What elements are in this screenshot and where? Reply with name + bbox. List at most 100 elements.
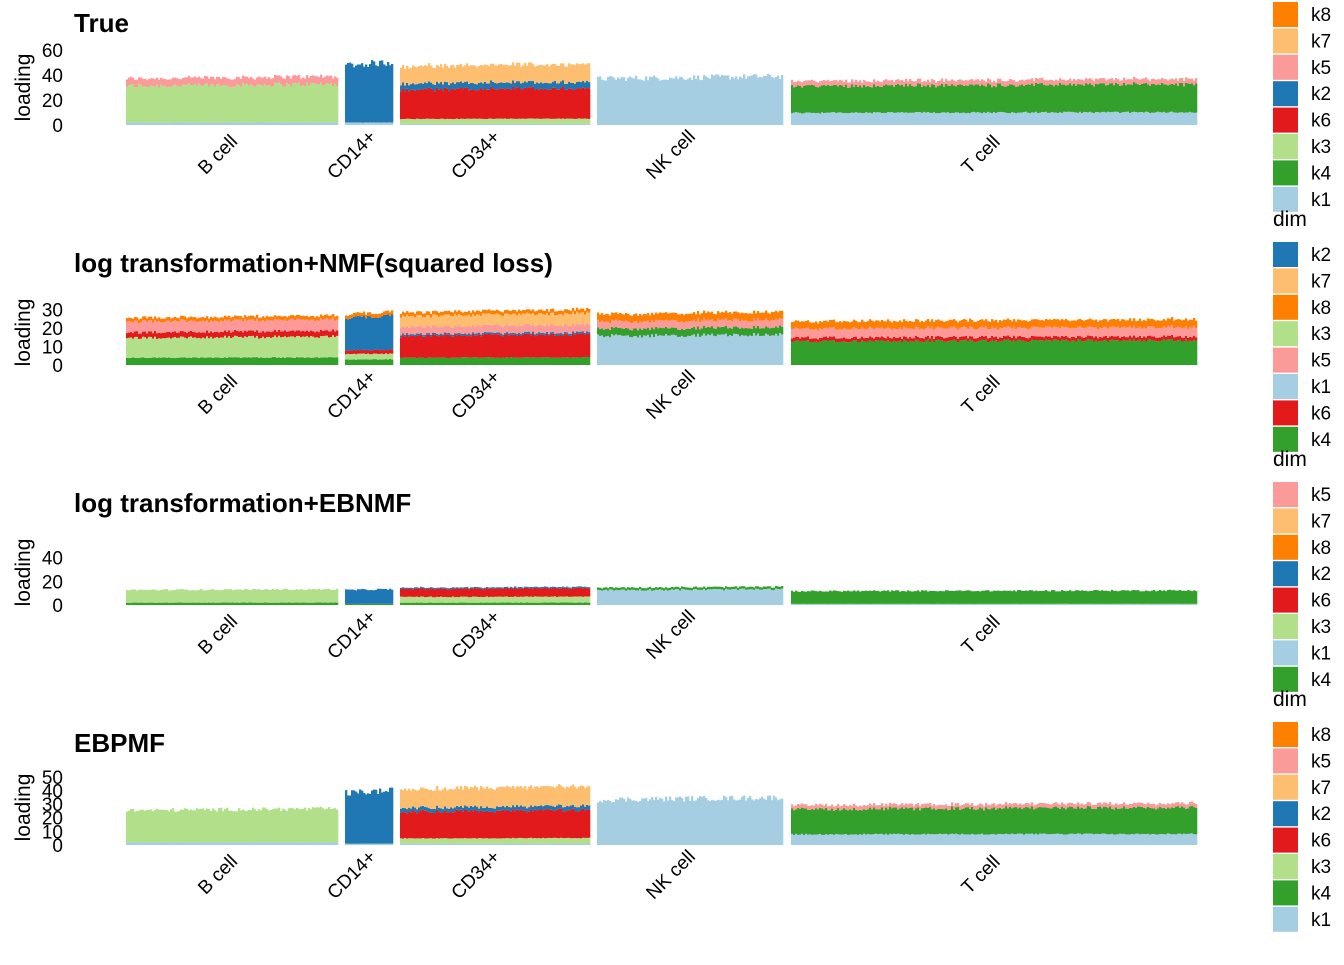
bar-segment-k5 — [248, 319, 251, 331]
bar-segment-k1 — [941, 603, 944, 605]
bar-segment-k1 — [508, 123, 511, 125]
bar-segment-k1 — [432, 123, 435, 125]
bar-segment-k5 — [799, 81, 802, 87]
bar-segment-k2 — [474, 333, 477, 336]
bar-segment-k5 — [1001, 328, 1004, 338]
bar-segment-k3 — [588, 118, 591, 124]
bar-segment-k2 — [452, 82, 455, 89]
bar-segment-k5 — [292, 75, 295, 83]
bar-segment-k3 — [302, 85, 305, 123]
bar-segment-k3 — [182, 589, 185, 603]
bar-segment-k3 — [148, 86, 151, 123]
bar-segment-k5 — [256, 318, 259, 331]
bar-segment-k5 — [502, 326, 505, 335]
bar-segment-k4 — [645, 588, 648, 591]
bar-segment-k3 — [192, 84, 195, 123]
bar-segment-k8 — [1167, 318, 1170, 326]
bar-segment-k1 — [647, 80, 650, 125]
bar-segment-k4 — [490, 357, 493, 365]
bar-segment-k5 — [877, 80, 880, 86]
bar-segment-k6 — [556, 588, 559, 597]
bar-segment-k4 — [947, 85, 950, 113]
bar-segment-k4 — [365, 603, 368, 605]
bar-segment-k2 — [578, 81, 581, 89]
bar-segment-k5 — [578, 324, 581, 332]
bar-segment-k4 — [799, 86, 802, 113]
bar-segment-k6 — [450, 336, 453, 358]
bar-segment-k8 — [502, 312, 505, 317]
bar-segment-k2 — [357, 64, 360, 123]
bar-segment-k4 — [977, 84, 980, 113]
bar-segment-k8 — [510, 310, 513, 315]
bar-segment-k8 — [739, 313, 742, 322]
bar-segment-k1 — [1103, 111, 1106, 125]
bar-segment-k1 — [613, 77, 616, 125]
bar-segment-k5 — [1077, 78, 1080, 85]
bar-segment-k1 — [739, 588, 742, 605]
bar-segment-k2 — [532, 587, 535, 589]
bar-segment-k6 — [993, 337, 996, 342]
bar-segment-k1 — [1021, 112, 1024, 125]
bar-segment-k4 — [809, 342, 812, 365]
bar-segment-k5 — [166, 320, 169, 333]
bar-segment-k5 — [464, 326, 467, 334]
bar-segment-k4 — [1135, 83, 1138, 112]
bar-segment-k7 — [408, 316, 411, 328]
bar-segment-k6 — [582, 588, 585, 597]
bar-segment-k2 — [572, 82, 575, 90]
bar-segment-k6 — [434, 589, 437, 598]
bar-segment-k5 — [951, 79, 954, 85]
bar-segment-k1 — [492, 123, 495, 125]
bar-segment-k6 — [835, 338, 838, 343]
bar-segment-k5 — [715, 321, 718, 329]
bar-segment-k7 — [486, 313, 489, 325]
bar-segment-k5 — [779, 318, 782, 326]
bar-segment-k1 — [695, 336, 698, 365]
bar-segment-k1 — [170, 122, 173, 125]
bar-segment-k6 — [196, 332, 199, 339]
bar-segment-k2 — [556, 83, 559, 90]
bar-segment-k7 — [538, 313, 541, 325]
bar-segment-k4 — [709, 327, 712, 336]
bar-segment-k8 — [873, 321, 876, 330]
bar-segment-k8 — [1159, 320, 1162, 329]
bar-segment-k4 — [204, 602, 207, 605]
bar-segment-k1 — [468, 123, 471, 125]
bar-segment-k6 — [524, 333, 527, 358]
legend-title: dim — [1273, 208, 1307, 231]
bar-segment-k1 — [546, 123, 549, 125]
bar-segment-k2 — [584, 82, 587, 89]
bar-segment-k6 — [456, 335, 459, 358]
bar-segment-k5 — [989, 329, 992, 338]
bar-segment-k3 — [172, 337, 175, 359]
bar-segment-k5 — [801, 328, 804, 338]
bar-segment-k4 — [478, 357, 481, 365]
bar-segment-k4 — [1115, 82, 1118, 112]
bar-segment-k4 — [979, 86, 982, 113]
bar-segment-k1 — [673, 589, 676, 605]
bar-segment-k1 — [769, 74, 772, 125]
bar-segment-k2 — [566, 332, 569, 335]
bar-segment-k1 — [821, 603, 824, 605]
bar-segment-k3 — [480, 596, 483, 603]
bar-segment-k5 — [1187, 328, 1190, 339]
bar-segment-k6 — [420, 89, 423, 120]
bar-segment-k4 — [534, 602, 537, 605]
bar-segment-k2 — [558, 83, 561, 90]
bar-segment-k4 — [1131, 84, 1134, 113]
bar-segment-k5 — [729, 319, 732, 328]
bar-segment-k5 — [1129, 79, 1132, 85]
bar-segment-k6 — [588, 88, 591, 119]
bar-segment-k1 — [1099, 112, 1102, 125]
bar-segment-k4 — [671, 586, 674, 590]
bar-segment-k2 — [363, 66, 366, 123]
bar-segment-k3 — [582, 596, 585, 603]
bar-segment-k6 — [438, 588, 441, 598]
bar-segment-k1 — [711, 333, 714, 365]
bar-segment-k6 — [178, 332, 181, 338]
bar-segment-k8 — [995, 319, 998, 328]
bar-segment-k3 — [486, 119, 489, 124]
bar-segment-k3 — [164, 85, 167, 123]
bar-segment-k3 — [132, 589, 135, 603]
bar-segment-k5 — [883, 80, 886, 86]
